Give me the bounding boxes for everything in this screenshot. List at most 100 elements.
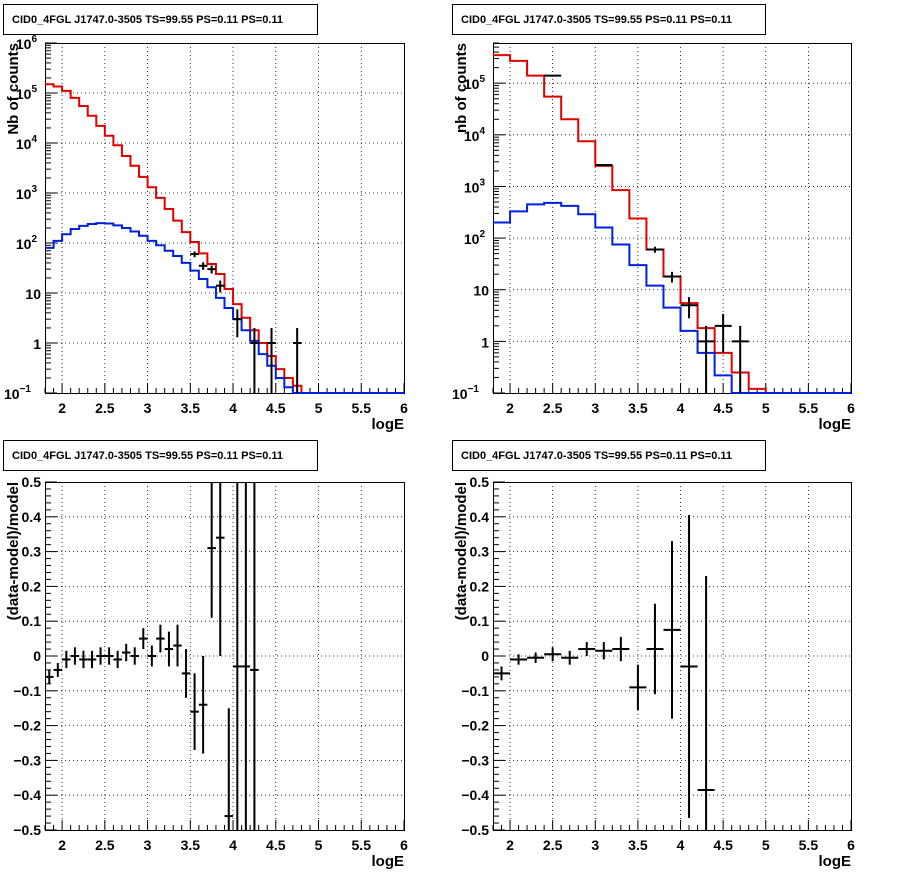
data-point (215, 280, 225, 293)
x-tick-label: 2.5 (95, 400, 115, 416)
data-point (250, 482, 259, 830)
x-tick-label: 6 (400, 400, 408, 416)
data-point (181, 649, 191, 698)
x-tick-label: 5.5 (799, 400, 819, 416)
y-tick-label: 0.3 (22, 544, 42, 560)
data-point (292, 327, 302, 393)
data-point (87, 650, 97, 669)
y-tick-label: 105 (464, 74, 486, 92)
x-tick-label: 5.5 (799, 837, 819, 853)
y-tick-label: 105 (16, 84, 38, 102)
data-point (714, 313, 732, 353)
x-tick-label: 6 (847, 400, 855, 416)
x-tick-label: 5 (315, 400, 323, 416)
plot-frame (45, 43, 405, 394)
y-tick-label: 1 (481, 334, 489, 350)
x-tick-label: 5 (762, 400, 770, 416)
x-tick-label: 6 (400, 837, 408, 853)
chart-title: CID0_4FGL J1747.0-3505 TS=99.55 PS=0.11 … (461, 450, 732, 462)
x-tick-label: 3 (591, 837, 599, 853)
data-point (233, 482, 242, 830)
x-tick-label: 5 (315, 837, 323, 853)
data-point (680, 515, 698, 818)
y-tick-label: −0.2 (13, 718, 41, 734)
y-tick-label: 0.4 (22, 509, 42, 525)
total-model-histogram (493, 54, 851, 394)
y-tick-label: −0.3 (461, 752, 489, 768)
source-model-histogram (45, 222, 404, 394)
y-tick-label: 10−1 (452, 384, 479, 402)
y-tick-label: 104 (16, 134, 38, 152)
x-tick-label: 5.5 (352, 837, 372, 853)
data-point (79, 650, 88, 669)
x-tick-label: 3 (591, 400, 599, 416)
y-tick-label: 103 (16, 184, 38, 202)
data-point (646, 603, 664, 695)
y-tick-label: 106 (16, 34, 38, 52)
x-tick-label: 4 (677, 837, 685, 853)
y-tick-label: 104 (464, 126, 486, 144)
x-tick-label: 4 (229, 837, 237, 853)
data-point (130, 647, 140, 665)
data-point (663, 271, 681, 283)
x-tick-label: 2 (506, 837, 514, 853)
plot-panel-2: CID0_4FGL J1747.0-3505 TS=99.55 PS=0.11 … (452, 4, 855, 433)
data-point (267, 327, 276, 393)
x-tick-label: 4.5 (266, 837, 286, 853)
title-box (452, 440, 766, 471)
data-point (561, 650, 579, 665)
y-tick-label: 10 (473, 283, 489, 299)
data-point (62, 650, 71, 669)
x-tick-label: 3 (144, 837, 152, 853)
y-tick-label: −0.1 (13, 683, 41, 699)
x-tick-label: 2.5 (543, 400, 563, 416)
data-point (663, 541, 681, 719)
data-point (96, 647, 105, 665)
x-axis-label: logE (819, 416, 852, 433)
title-box (3, 4, 318, 35)
data-point (113, 650, 122, 669)
x-tick-label: 3.5 (628, 400, 648, 416)
y-tick-label: 0.1 (22, 613, 42, 629)
x-tick-label: 2 (58, 837, 66, 853)
x-axis-label: logE (819, 853, 852, 870)
y-tick-label: 0 (33, 648, 41, 664)
data-point (731, 325, 749, 393)
data-point (250, 327, 259, 393)
data-point (510, 654, 528, 665)
data-point (207, 482, 216, 618)
chart-title: CID0_4FGL J1747.0-3505 TS=99.55 PS=0.11 … (461, 14, 732, 26)
data-point (207, 265, 216, 274)
data-point (45, 669, 54, 684)
y-tick-label: −0.2 (461, 718, 489, 734)
x-tick-label: 4 (677, 400, 685, 416)
y-axis-label: Nb of counts (5, 43, 22, 135)
data-point (198, 656, 208, 754)
y-tick-label: −0.5 (461, 822, 489, 838)
data-point (697, 325, 715, 393)
data-point (612, 636, 630, 662)
data-point (198, 262, 208, 270)
data-point (53, 662, 63, 677)
data-point (215, 482, 225, 656)
y-tick-label: 0.2 (22, 578, 42, 594)
data-point (173, 624, 182, 667)
x-tick-label: 6 (847, 837, 855, 853)
y-tick-label: 0.5 (22, 474, 42, 490)
y-tick-label: 0.2 (470, 578, 490, 594)
x-tick-label: 3.5 (181, 400, 201, 416)
x-tick-label: 3.5 (181, 837, 201, 853)
chart-title: CID0_4FGL J1747.0-3505 TS=99.55 PS=0.11 … (12, 14, 283, 26)
data-point (697, 575, 715, 830)
y-tick-label: −0.4 (13, 787, 41, 803)
y-tick-label: −0.3 (13, 752, 41, 768)
data-point (139, 628, 148, 650)
data-point (70, 647, 80, 665)
x-tick-label: 2.5 (95, 837, 115, 853)
x-tick-label: 2.5 (543, 837, 563, 853)
data-point (527, 652, 545, 663)
x-tick-label: 4.5 (266, 400, 286, 416)
y-tick-label: 10 (25, 286, 41, 302)
x-tick-label: 2 (58, 400, 66, 416)
data-point (104, 647, 114, 665)
